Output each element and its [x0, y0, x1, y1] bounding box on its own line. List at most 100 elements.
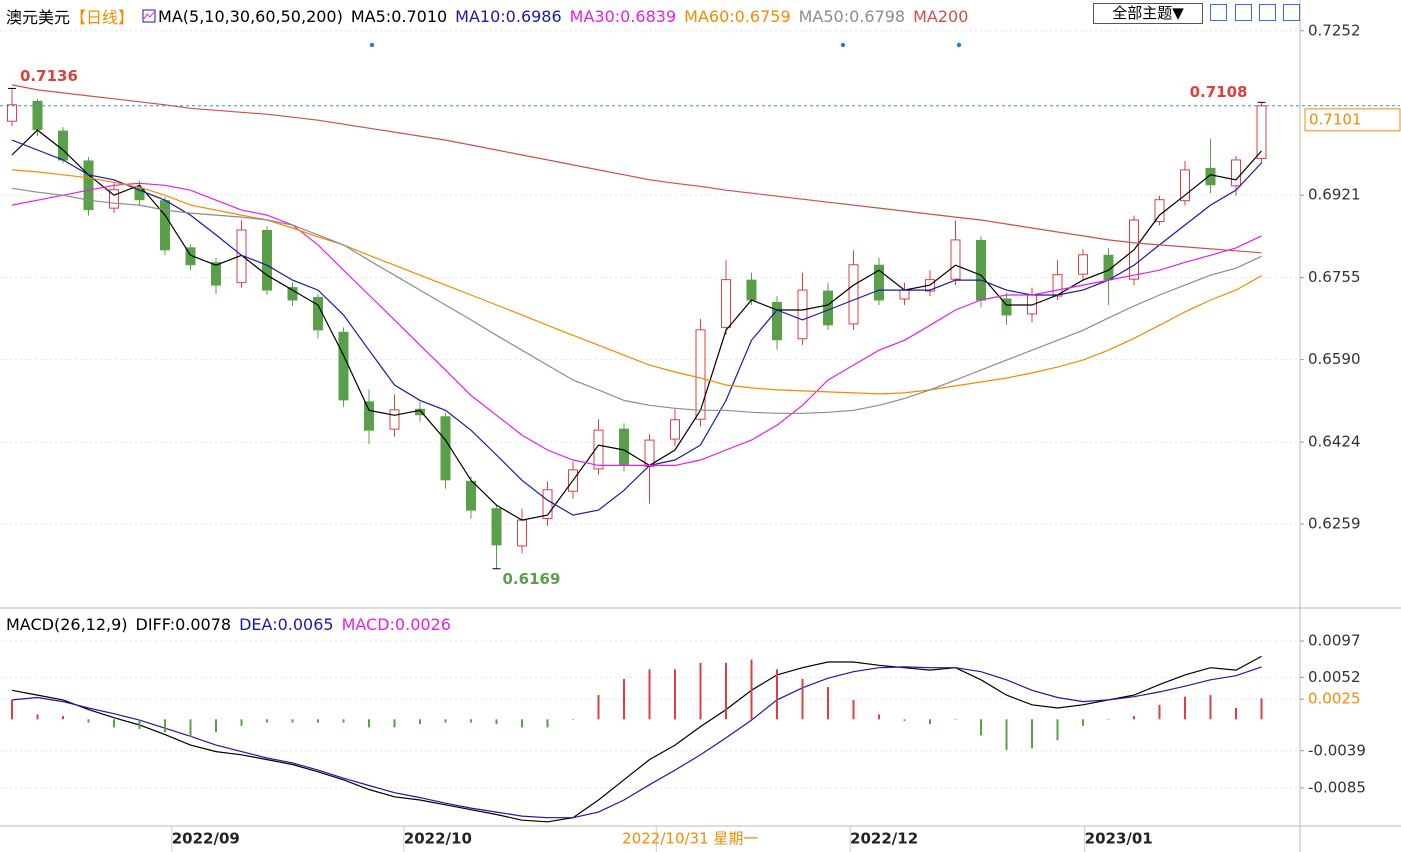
- tool-button[interactable]: [1210, 4, 1227, 21]
- macd-bar: [1005, 719, 1008, 750]
- macd-bar: [648, 669, 651, 720]
- macd-bar: [291, 719, 294, 723]
- x-tick-label: 2022/10/31 星期一: [622, 830, 758, 848]
- legend-value: 0.7010: [391, 6, 448, 26]
- macd-bar: [62, 716, 64, 720]
- candle-body: [1256, 105, 1267, 159]
- candle-body: [338, 331, 349, 401]
- ma-line: [11, 84, 1262, 254]
- theme-menu[interactable]: 全部主题▼: [1093, 3, 1203, 24]
- macd-bar: [674, 669, 676, 720]
- price-box: [1304, 108, 1401, 132]
- y-tick-label: 0.0025: [1308, 690, 1361, 708]
- candle-body: [517, 519, 527, 547]
- candle-body: [491, 508, 502, 546]
- candle-body: [874, 264, 884, 301]
- macd-line: [11, 655, 1262, 823]
- candle-body: [160, 200, 170, 251]
- candle-body: [211, 262, 221, 286]
- legend-value: 0.6986: [505, 6, 562, 26]
- macd-bar: [1107, 719, 1110, 720]
- macd-bar: [444, 719, 447, 723]
- macd-bar: [750, 659, 753, 720]
- x-tick-label: 2022/12: [850, 830, 918, 848]
- y-tick-label: -0.0085: [1308, 778, 1366, 796]
- macd-bar: [980, 719, 982, 736]
- macd-bar: [699, 662, 702, 720]
- y-tick-label: 0.6755: [1308, 268, 1361, 286]
- legend-value: 0.0078: [175, 615, 232, 634]
- candle-body: [848, 264, 859, 325]
- candle-body: [1205, 167, 1216, 186]
- macd-bar: [1209, 695, 1212, 720]
- candle-body: [976, 239, 986, 301]
- macd-bar: [725, 662, 727, 720]
- candle-body: [1154, 199, 1165, 223]
- legend-item: MA10:0.6986: [455, 7, 561, 26]
- y-tick-label: 0.6259: [1308, 515, 1361, 533]
- header: 澳元美元 【日线】 MA(5,10,30,60,50,200) MA5:0.70…: [6, 4, 968, 28]
- legend-item: DEA:0.0065: [239, 615, 333, 634]
- macd-bar: [419, 719, 421, 725]
- y-tick-label: 0.6921: [1308, 186, 1361, 204]
- ma-line: [11, 169, 1262, 395]
- tool-button[interactable]: [1283, 4, 1300, 21]
- candle-body: [364, 401, 374, 431]
- candle-body: [466, 480, 476, 511]
- legend-name: MA30:: [569, 6, 621, 26]
- candle-body: [313, 297, 323, 331]
- candle-body: [695, 329, 706, 420]
- candle-body: [899, 289, 910, 300]
- candle-body: [109, 189, 119, 209]
- candle-body: [185, 247, 196, 266]
- candle-body: [1231, 159, 1241, 187]
- y-tick-label: 0.0097: [1308, 632, 1361, 650]
- macd-bar: [215, 719, 217, 733]
- macd-bar: [368, 719, 370, 728]
- macd-bar: [113, 719, 115, 728]
- ma-line: [11, 182, 1262, 466]
- candle-body: [721, 279, 731, 328]
- candle-body: [236, 229, 247, 284]
- candle-body: [7, 104, 17, 122]
- y-tick-label: 0.0052: [1308, 668, 1361, 686]
- tool-button[interactable]: [1235, 4, 1252, 21]
- macd-bar: [929, 719, 931, 725]
- macd-line: [11, 666, 1262, 819]
- legend-item: MACD:0.0026: [342, 615, 451, 634]
- x-tick-label: 2022/10: [404, 830, 472, 848]
- legend-value: 0.0026: [394, 615, 451, 634]
- legend-value: 0.0065: [277, 615, 334, 634]
- macd-bar: [240, 719, 243, 726]
- candle-body: [823, 290, 833, 326]
- macd-bar: [1082, 719, 1084, 726]
- x-tick-label: 2023/01: [1085, 830, 1153, 848]
- macd-bar: [36, 714, 39, 720]
- candle-body: [440, 416, 451, 481]
- macd-bar: [470, 719, 472, 723]
- y-tick-label: 0.7252: [1308, 21, 1361, 39]
- macd-header: MACD(26,12,9) DIFF:0.0078 DEA:0.0065 MACD:…: [6, 615, 451, 634]
- legend-item: MA50:0.6798: [799, 7, 905, 26]
- ma-line: [11, 129, 1262, 521]
- macd-bar: [801, 678, 804, 720]
- macd-bar: [597, 695, 600, 720]
- macd-bar: [11, 699, 13, 720]
- candle-body: [415, 408, 425, 416]
- candle-body: [1078, 254, 1088, 275]
- macd-bar: [572, 719, 574, 720]
- macd-bar: [623, 678, 625, 720]
- tool-button[interactable]: [1259, 4, 1276, 21]
- y-tick-label: 0.6590: [1308, 350, 1361, 368]
- macd-title: MACD(26,12,9): [6, 615, 128, 634]
- legend-value: 0.6759: [734, 6, 791, 26]
- recent-high-annotation: 0.7108: [1190, 83, 1248, 101]
- macd-bar: [1184, 696, 1186, 720]
- macd-bar: [342, 719, 345, 723]
- ma-line: [11, 187, 1262, 414]
- candle-body: [389, 409, 400, 430]
- event-marker: [369, 42, 375, 48]
- macd-bar: [1031, 719, 1033, 749]
- macd-bar: [852, 699, 855, 720]
